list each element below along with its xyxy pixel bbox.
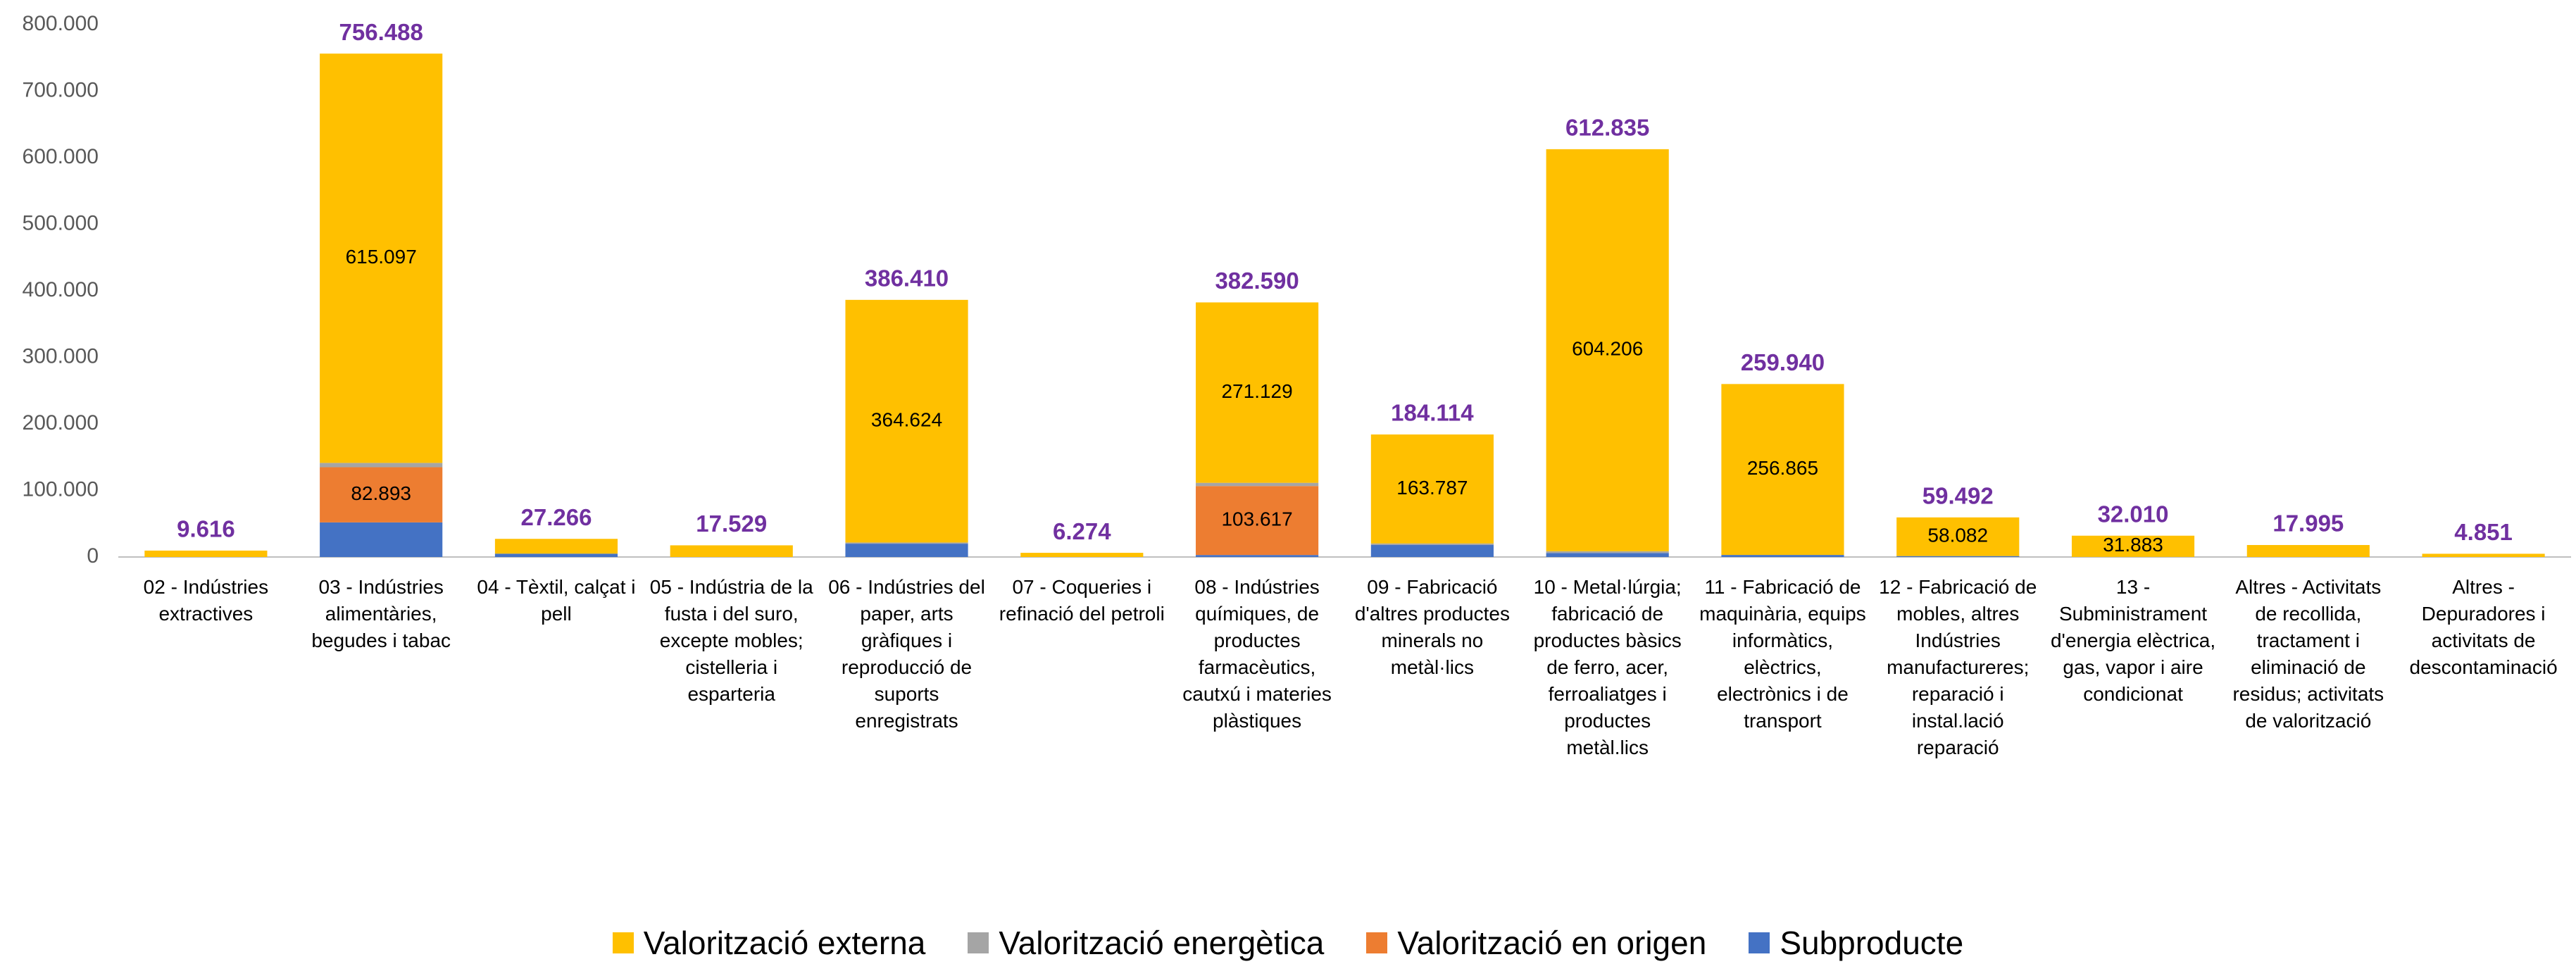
bar-segment	[1020, 553, 1144, 557]
bar-segment	[1370, 543, 1494, 545]
total-label: 59.492	[1922, 482, 1994, 508]
legend-label: Subproducte	[1780, 925, 1964, 961]
legend-item: Subproducte	[1749, 924, 1963, 962]
legend-item: Valorització en origen	[1366, 924, 1706, 962]
y-tick-label: 600.000	[23, 145, 99, 168]
bar-segment	[144, 550, 268, 557]
bar-segment	[1196, 486, 1319, 556]
legend-label: Valorització en origen	[1397, 925, 1707, 961]
bar-segment	[1196, 555, 1319, 557]
legend-swatch	[1749, 932, 1770, 953]
segment-label: 256.865	[1747, 457, 1818, 479]
x-tick-label: 07 - Coqueries i refinació del petroli	[999, 576, 1165, 625]
y-tick-label: 400.000	[23, 278, 99, 301]
legend-label: Valorització energètica	[999, 925, 1325, 961]
bar-segment	[320, 522, 443, 557]
bar-segment	[2246, 544, 2370, 557]
bar-segment	[494, 539, 618, 554]
total-label: 756.488	[339, 19, 423, 45]
bar-segment	[845, 542, 968, 544]
segment-label: 604.206	[1572, 338, 1643, 360]
bar-segment	[1370, 434, 1494, 544]
bar-segment	[845, 299, 968, 543]
legend-label: Valorització externa	[643, 925, 926, 961]
bar-segment	[1546, 553, 1669, 557]
bar-segment	[1721, 555, 1844, 557]
bar-segment	[494, 553, 618, 557]
bar-segment	[320, 467, 443, 522]
x-tick-label: Altres - Depuradores i activitats de des…	[2409, 576, 2558, 678]
segment-label: 58.082	[1927, 525, 1988, 546]
x-tick-label: 08 - Indústries químiques, de productes …	[1182, 576, 1332, 732]
x-tick-label: 11 - Fabricació de maquinària, equips in…	[1699, 576, 1866, 732]
bar-segment	[845, 544, 968, 557]
x-tick-label: Altres - Activitats de recollida, tracta…	[2232, 576, 2384, 732]
bar-segment	[1546, 551, 1669, 553]
bar-segment	[1546, 149, 1669, 551]
segment-label: 82.893	[351, 482, 411, 504]
legend-item: Valorització energètica	[968, 924, 1324, 962]
x-tick-label: 13 - Subministrament d'energia elèctrica…	[2050, 576, 2216, 705]
total-label: 9.616	[177, 516, 235, 542]
bar-segment	[1896, 556, 2020, 557]
segment-label: 163.787	[1396, 477, 1468, 499]
bar-segment	[1896, 517, 2020, 556]
x-tick-label: 06 - Indústries del paper, arts gràfique…	[828, 576, 985, 732]
total-label: 612.835	[1565, 115, 1649, 141]
segment-label: 364.624	[871, 409, 942, 431]
bar-segment	[320, 463, 443, 468]
y-tick-label: 100.000	[23, 477, 99, 501]
y-tick-label: 200.000	[23, 411, 99, 434]
bar-segment	[2422, 553, 2545, 557]
segment-label: 271.129	[1221, 380, 1292, 402]
x-tick-label: 03 - Indústries alimentàries, begudes i …	[311, 576, 451, 651]
bar-segment	[1196, 482, 1319, 487]
bar-segment	[1370, 544, 1494, 557]
bar-segment	[1721, 384, 1844, 556]
total-label: 382.590	[1215, 268, 1299, 294]
total-label: 259.940	[1741, 349, 1825, 375]
bar-segment	[670, 545, 793, 557]
x-tick-label: 12 - Fabricació de mobles, altres Indúst…	[1879, 576, 2037, 758]
x-tick-label: 09 - Fabricació d'altres productes miner…	[1354, 576, 1510, 678]
total-label: 184.114	[1391, 400, 1474, 426]
x-tick-label: 04 - Tèxtil, calçat i pell	[477, 576, 636, 625]
legend: Valorització externa Valorització energèt…	[0, 924, 2576, 962]
segment-label: 31.883	[2103, 534, 2163, 556]
x-tick-label: 02 - Indústries extractives	[143, 576, 269, 625]
y-tick-label: 0	[87, 544, 99, 568]
legend-swatch	[968, 932, 989, 953]
legend-swatch	[1366, 932, 1388, 953]
x-tick-label: 05 - Indústria de la fusta i del suro, e…	[649, 576, 813, 705]
segment-label: 103.617	[1221, 508, 1292, 530]
legend-item: Valorització externa	[612, 924, 926, 962]
legend-swatch	[612, 932, 634, 953]
y-tick-label: 800.000	[23, 12, 99, 35]
total-label: 27.266	[520, 504, 592, 530]
total-label: 32.010	[2098, 501, 2169, 527]
total-label: 6.274	[1053, 518, 1111, 544]
total-label: 17.529	[696, 511, 767, 537]
total-label: 17.995	[2272, 511, 2344, 537]
segment-label: 615.097	[346, 246, 417, 268]
y-tick-label: 700.000	[23, 78, 99, 101]
y-tick-label: 300.000	[23, 344, 99, 368]
bar-segment	[2071, 535, 2195, 557]
bar-segment	[320, 54, 443, 463]
bar-segment	[1196, 302, 1319, 483]
x-tick-label: 10 - Metal·lúrgia; fabricació de product…	[1533, 576, 1682, 758]
total-label: 386.410	[865, 265, 949, 292]
total-label: 4.851	[2454, 519, 2513, 545]
y-tick-label: 500.000	[23, 211, 99, 234]
